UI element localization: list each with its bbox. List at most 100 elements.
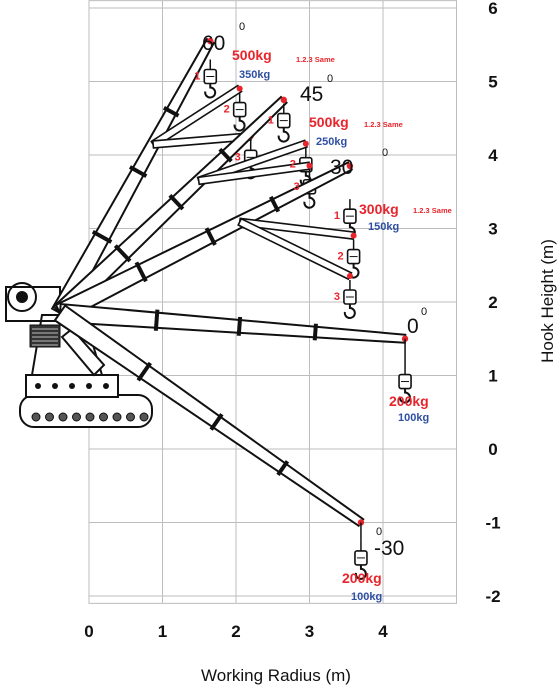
angle-degree-mark: 0 — [382, 147, 388, 159]
hook-position-number: 1 — [268, 115, 274, 127]
angle-degree-mark: 0 — [421, 306, 427, 318]
chassis-bolt — [103, 383, 109, 389]
same-load-note: 1.2.3 Same — [296, 55, 335, 64]
booms — [50, 37, 412, 580]
hook-icon — [343, 304, 356, 319]
rated-load-label: 200kg — [389, 393, 429, 409]
boom-joint — [136, 361, 152, 382]
boom-joint — [113, 244, 132, 263]
angle-degree-mark: 0 — [239, 21, 245, 33]
hook-position-number: 2 — [290, 159, 296, 171]
boom-joint — [209, 413, 224, 431]
hook-position-number: 2 — [224, 104, 230, 116]
boom-joint — [269, 195, 281, 213]
y-tick-label: 2 — [488, 293, 497, 312]
engine-block — [29, 324, 61, 348]
boom-joint — [168, 193, 185, 211]
boom-joint — [128, 165, 148, 178]
rated-load-ext-label: 350kg — [239, 69, 270, 81]
chassis-bolt — [69, 383, 75, 389]
angle-label: 0 — [407, 315, 419, 338]
x-tick-label: 1 — [158, 622, 167, 641]
rated-load-label: 200kg — [342, 570, 382, 586]
boom-joint — [236, 316, 243, 336]
chassis-bolt — [52, 383, 58, 389]
track-roller — [112, 412, 122, 422]
jib-tip-marker — [302, 140, 309, 147]
track-roller — [58, 412, 68, 422]
rated-load-ext-label: 250kg — [316, 136, 347, 148]
y-tick-label: 0 — [488, 440, 497, 459]
hook-block — [232, 92, 247, 132]
hook-block — [203, 59, 218, 99]
same-load-note: 1.2.3 Same — [364, 120, 403, 129]
y-tick-label: 6 — [488, 0, 497, 18]
hook-position-number: 3 — [235, 151, 241, 163]
y-tick-label: 4 — [488, 146, 498, 165]
hook-block — [398, 364, 412, 404]
rated-load-ext-label: 100kg — [398, 412, 429, 424]
jib-tip-marker — [236, 85, 243, 92]
y-axis-title: Hook Height (m) — [538, 239, 557, 363]
hook-position-number: 2 — [338, 251, 344, 263]
x-tick-label: 2 — [231, 622, 240, 641]
hook-icon — [277, 127, 290, 143]
boom-tip-marker — [346, 162, 354, 170]
crawler-track — [19, 394, 153, 428]
chassis-bolt — [35, 383, 41, 389]
outrigger — [60, 327, 106, 377]
angle-label: 30 — [330, 156, 353, 179]
x-axis-title: Working Radius (m) — [201, 666, 351, 685]
track-roller — [72, 412, 81, 422]
track-roller — [99, 412, 108, 422]
boom-joint — [312, 323, 318, 341]
boom-joint — [204, 227, 217, 246]
track-roller — [31, 412, 41, 422]
angle-label: 60 — [202, 32, 225, 55]
jib-tip-marker — [346, 273, 353, 279]
y-tick-label: 5 — [488, 73, 497, 92]
rated-load-label: 500kg — [309, 114, 349, 130]
jib-section — [237, 217, 353, 281]
boom-section — [58, 302, 407, 344]
winch-hub — [16, 291, 28, 303]
angle-degree-mark: 0 — [376, 526, 382, 538]
jib-section — [197, 161, 311, 186]
hook-position-number: 1 — [334, 210, 340, 222]
same-load-note: 1.2.3 Same — [413, 206, 452, 215]
angle-degree-mark: 0 — [327, 73, 333, 85]
crane-base — [5, 282, 153, 428]
boom-tip-marker — [280, 96, 287, 104]
hook-block — [354, 540, 368, 580]
angle-label: -30 — [374, 537, 404, 560]
jib-tip-marker — [306, 162, 313, 169]
labels: 0 1 2 3 4 6 5 4 3 2 1 0 -1 -2 1 2 3 60 0 500kg 350kg 1.2.3 Sa… — [84, 0, 500, 641]
hook-icon — [204, 83, 217, 99]
rated-load-ext-label: 100kg — [351, 591, 382, 603]
x-tick-label: 3 — [305, 622, 314, 641]
hook-icon — [233, 116, 246, 132]
track-roller — [85, 412, 95, 422]
x-tick-label: 0 — [84, 622, 93, 641]
jib-tip-marker — [350, 232, 357, 239]
track-roller — [45, 412, 54, 422]
y-tick-label: -2 — [485, 587, 500, 606]
track-roller — [126, 412, 135, 422]
y-tick-label: -1 — [485, 514, 500, 533]
boom-joint — [162, 106, 180, 118]
chassis-bolt — [86, 383, 92, 389]
boom-joint — [218, 147, 233, 163]
boom-joint — [153, 309, 160, 331]
rated-load-ext-label: 150kg — [368, 221, 399, 233]
hook-position-number: 1 — [194, 71, 200, 83]
track-roller — [139, 412, 149, 422]
hook-block — [276, 103, 291, 143]
boom-section — [53, 304, 365, 528]
hook-icon — [303, 193, 316, 209]
hook-block — [343, 280, 357, 319]
y-tick-label: 3 — [488, 220, 497, 239]
rated-load-label: 300kg — [359, 201, 399, 217]
hook-position-number: 3 — [293, 181, 299, 193]
grid — [88, 0, 457, 604]
